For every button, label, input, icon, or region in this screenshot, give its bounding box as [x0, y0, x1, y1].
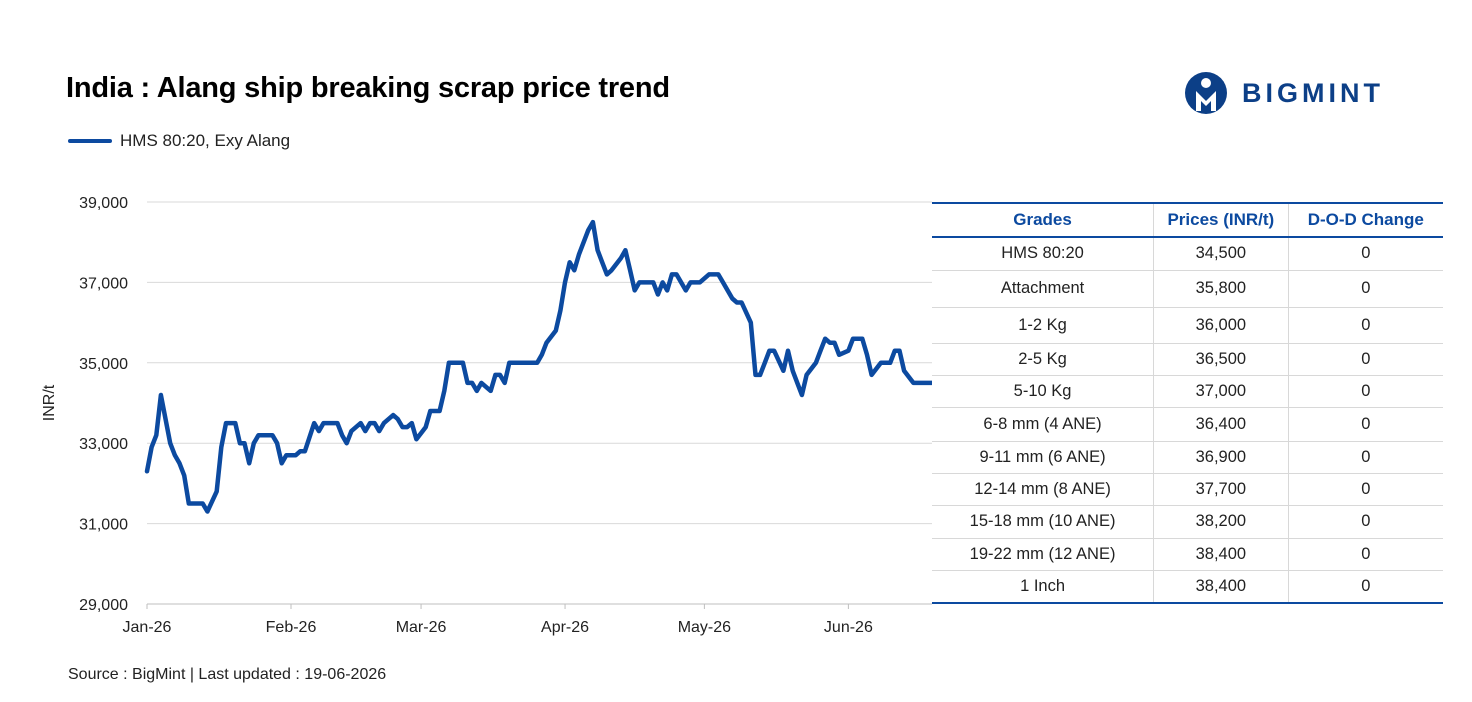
table-row: 2-5 Kg 36,500 0	[932, 343, 1443, 376]
bigmint-logo-icon	[1185, 72, 1227, 114]
dod-change-cell: 0	[1287, 538, 1443, 571]
price-cell: 36,500	[1153, 343, 1289, 376]
dod-change-cell: 0	[1287, 407, 1443, 442]
table-row: 9-11 mm (6 ANE) 36,900 0	[932, 441, 1443, 474]
chart-legend: HMS 80:20, Exy Alang	[68, 131, 290, 151]
legend-swatch	[68, 139, 112, 143]
grade-cell: 5-10 Kg	[932, 375, 1154, 408]
grade-cell: 9-11 mm (6 ANE)	[932, 441, 1154, 474]
price-cell: 36,900	[1153, 441, 1289, 474]
price-cell: 38,200	[1153, 505, 1289, 539]
price-cell: 37,000	[1153, 375, 1289, 408]
bigmint-logo[interactable]: BIGMINT	[1184, 70, 1434, 116]
grade-cell: 1 Inch	[932, 570, 1154, 604]
dod-change-cell: 0	[1287, 270, 1443, 308]
grade-cell: HMS 80:20	[932, 237, 1154, 271]
y-axis-label: INR/t	[41, 384, 58, 421]
price-cell: 36,400	[1153, 407, 1289, 442]
header-grades: Grades	[932, 202, 1154, 238]
table-row: 1-2 Kg 36,000 0	[932, 307, 1443, 344]
price-cell: 38,400	[1153, 570, 1289, 604]
dod-change-cell: 0	[1287, 505, 1443, 539]
logo-text: BIGMINT	[1242, 77, 1384, 108]
grade-cell: 15-18 mm (10 ANE)	[932, 505, 1154, 539]
table-row: 1 Inch 38,400 0	[932, 570, 1443, 604]
x-tick-label: May-26	[678, 619, 731, 636]
price-cell: 35,800	[1153, 270, 1289, 308]
table-row: 5-10 Kg 37,000 0	[932, 375, 1443, 408]
dod-change-cell: 0	[1287, 570, 1443, 604]
x-tick-label: Apr-26	[541, 619, 589, 636]
dod-change-cell: 0	[1287, 237, 1443, 271]
series-points	[146, 222, 933, 512]
dod-change-cell: 0	[1287, 307, 1443, 344]
header-dod-change: D-O-D Change	[1287, 202, 1443, 238]
table-row: 19-22 mm (12 ANE) 38,400 0	[932, 538, 1443, 571]
table-row: 6-8 mm (4 ANE) 36,400 0	[932, 407, 1443, 442]
grade-cell: 12-14 mm (8 ANE)	[932, 473, 1154, 506]
legend-label: HMS 80:20, Exy Alang	[120, 131, 291, 150]
grade-cell: 2-5 Kg	[932, 343, 1154, 376]
dod-change-cell: 0	[1287, 343, 1443, 376]
price-cell: 37,700	[1153, 473, 1289, 506]
grade-cell: 1-2 Kg	[932, 307, 1154, 344]
y-tick-label: 31,000	[79, 517, 128, 534]
price-cell: 38,400	[1153, 538, 1289, 571]
x-tick-label: Jun-26	[824, 619, 873, 636]
y-tick-label: 29,000	[79, 597, 128, 614]
source-note: Source : BigMint | Last updated : 19-06-…	[68, 666, 387, 683]
header-prices: Prices (INR/t)	[1153, 202, 1289, 238]
y-tick-label: 35,000	[79, 356, 128, 373]
x-axis-ticks: Jan-26 Feb-26 Mar-26 Apr-26 May-26 Jun-26	[123, 604, 873, 636]
table-row: 12-14 mm (8 ANE) 37,700 0	[932, 473, 1443, 506]
grade-cell: 6-8 mm (4 ANE)	[932, 407, 1154, 442]
y-axis-ticks: 29,000 31,000 33,000 35,000 37,000 39,000	[79, 195, 128, 614]
y-tick-label: 39,000	[79, 195, 128, 212]
chart-title: India : Alang ship breaking scrap price …	[66, 72, 670, 104]
x-tick-label: Feb-26	[266, 619, 317, 636]
table-row: 15-18 mm (10 ANE) 38,200 0	[932, 505, 1443, 539]
price-cell: 34,500	[1153, 237, 1289, 271]
grade-cell: 19-22 mm (12 ANE)	[932, 538, 1154, 571]
y-tick-label: 37,000	[79, 275, 128, 292]
price-table: Grades Prices (INR/t) D-O-D Change HMS 8…	[932, 202, 1443, 604]
dod-change-cell: 0	[1287, 441, 1443, 474]
grade-cell: Attachment	[932, 270, 1154, 308]
table-header-row: Grades Prices (INR/t) D-O-D Change	[932, 202, 1443, 238]
price-cell: 36,000	[1153, 307, 1289, 344]
x-tick-label: Jan-26	[123, 619, 172, 636]
table-row: HMS 80:20 34,500 0	[932, 237, 1443, 271]
x-tick-label: Mar-26	[396, 619, 447, 636]
dod-change-cell: 0	[1287, 375, 1443, 408]
dod-change-cell: 0	[1287, 473, 1443, 506]
y-tick-label: 33,000	[79, 436, 128, 453]
series-line-hms-80-20	[144, 219, 935, 514]
table-row: Attachment 35,800 0	[932, 270, 1443, 308]
